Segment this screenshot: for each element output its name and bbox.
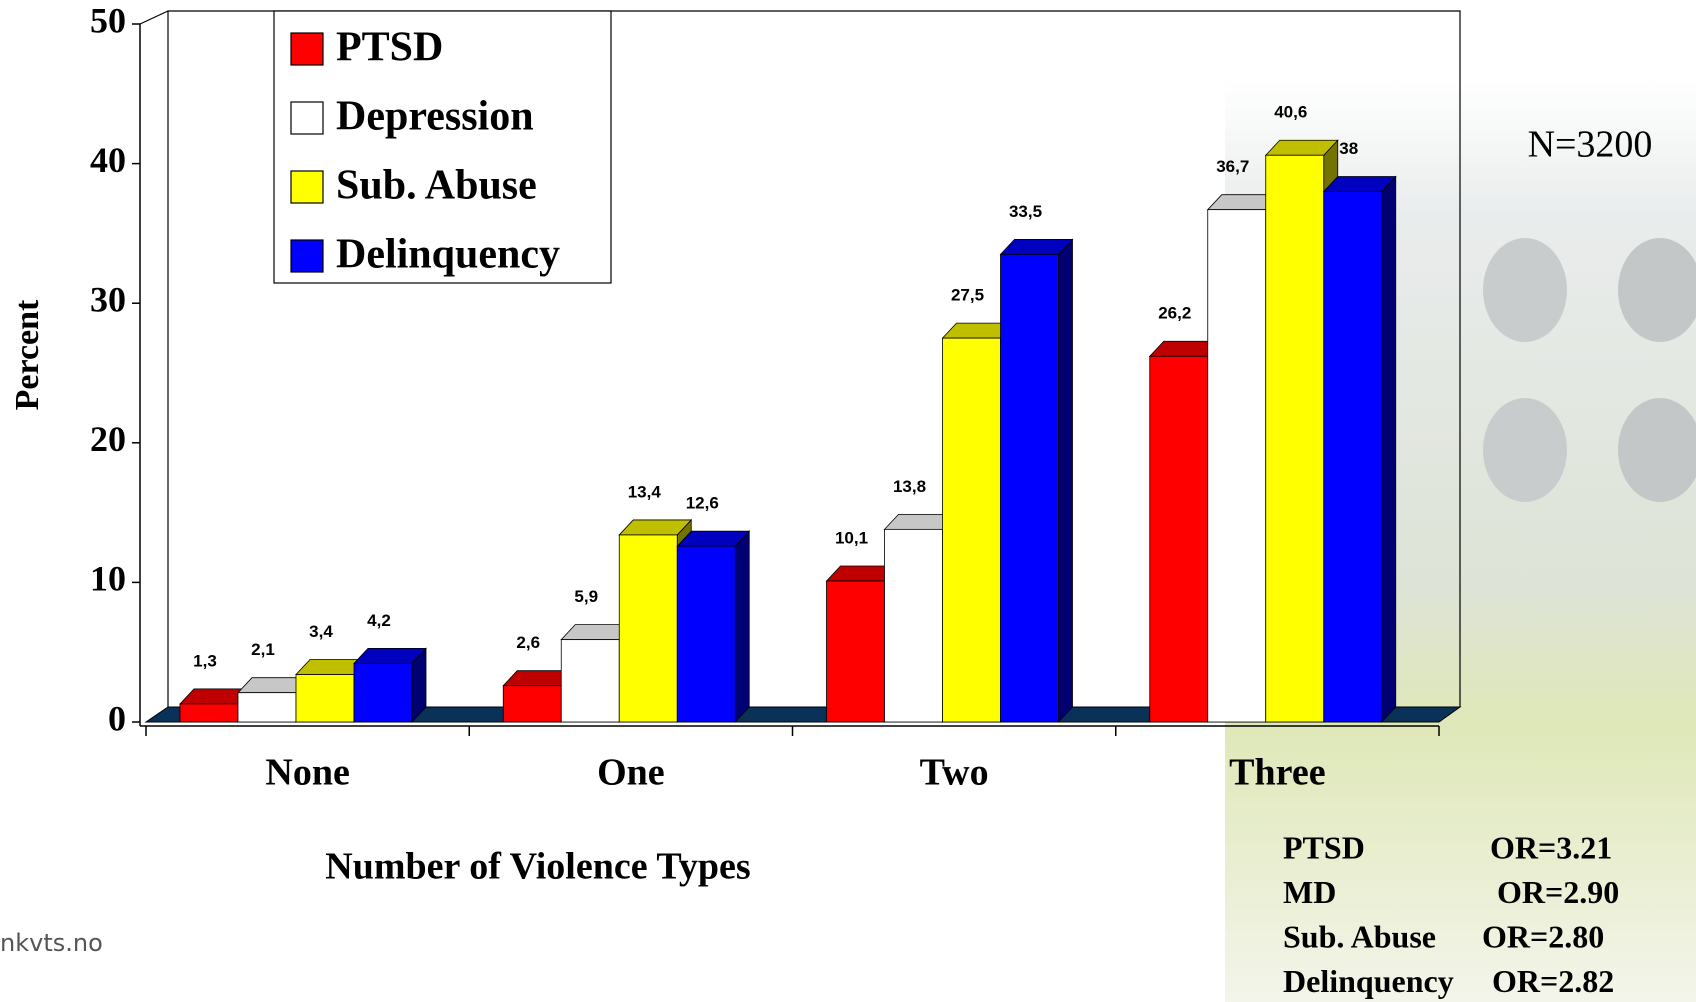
y-tick-label: 10 (90, 559, 126, 599)
legend-label: PTSD (336, 25, 443, 71)
bar (827, 581, 885, 722)
or-value: OR=2.90 (1497, 874, 1619, 910)
legend-label: Delinquency (336, 232, 560, 278)
legend-swatch (291, 102, 323, 134)
legend-swatch (291, 33, 323, 65)
or-value: OR=2.82 (1492, 963, 1614, 999)
value-label: 38 (1339, 139, 1358, 158)
bar (296, 675, 354, 722)
bar (1208, 210, 1266, 722)
x-tick-label: One (597, 752, 665, 794)
footer: nkvts.no (0, 929, 103, 957)
bar (238, 693, 296, 722)
or-label: MD (1283, 874, 1336, 910)
value-label: 3,4 (309, 622, 333, 641)
value-label: 40,6 (1274, 103, 1307, 122)
value-label: 1,3 (193, 651, 217, 670)
legend-label: Sub. Abuse (336, 163, 537, 209)
value-label: 13,8 (893, 477, 926, 496)
bar (503, 686, 561, 722)
bar (561, 640, 619, 722)
value-label: 36,7 (1216, 157, 1249, 176)
bar (180, 704, 238, 722)
value-label: 12,6 (686, 494, 719, 513)
x-tick-label: Three (1229, 752, 1325, 794)
y-tick-label: 50 (90, 0, 126, 40)
value-label: 33,5 (1009, 202, 1042, 221)
bar (619, 535, 677, 722)
or-value: OR=3.21 (1490, 829, 1612, 865)
bar (1266, 155, 1324, 722)
or-label: Delinquency (1283, 963, 1454, 999)
bar-side (735, 531, 749, 722)
or-label: PTSD (1283, 829, 1365, 865)
value-label: 5,9 (574, 587, 598, 606)
page: 0 10 20 30 40 50 None 1,3 2,1 3,4 4,2 One 2,6 5,9 13,4… (0, 0, 1696, 1002)
bar (677, 546, 735, 722)
value-label: 4,2 (367, 611, 391, 630)
legend-swatch (291, 171, 323, 203)
chart: 0 10 20 30 40 50 None 1,3 2,1 3,4 4,2 One 2,6 5,9 13,4… (0, 0, 1696, 1002)
y-axis-depth (140, 11, 168, 24)
bar (885, 529, 943, 722)
or-value: OR=2.80 (1482, 918, 1604, 954)
background-decor (1483, 398, 1567, 502)
y-tick-label: 40 (90, 140, 126, 180)
y-tick-label: 0 (108, 698, 126, 738)
bar (1150, 356, 1208, 722)
y-tick-label: 30 (90, 279, 126, 319)
bar (354, 663, 412, 722)
x-tick-label: None (265, 752, 349, 794)
bar (1324, 192, 1382, 722)
value-label: 2,1 (251, 640, 275, 659)
bar (1001, 254, 1059, 722)
background-decor (1483, 238, 1567, 342)
y-axis-title: Percent (9, 299, 46, 410)
y-tick-label: 20 (90, 419, 126, 459)
bar-side (1059, 239, 1073, 722)
legend-label: Depression (336, 94, 534, 140)
or-label: Sub. Abuse (1283, 918, 1436, 954)
value-label: 10,1 (835, 528, 868, 547)
value-label: 26,2 (1158, 304, 1191, 323)
x-axis-title: Number of Violence Types (325, 846, 750, 888)
value-label: 2,6 (516, 633, 540, 652)
value-label: 13,4 (628, 482, 662, 501)
bar-side (1382, 177, 1396, 722)
legend-swatch (291, 240, 323, 272)
value-label: 27,5 (951, 286, 984, 305)
sample-note: N=3200 (1528, 124, 1653, 166)
x-tick-label: Two (920, 752, 989, 794)
bar (943, 338, 1001, 722)
